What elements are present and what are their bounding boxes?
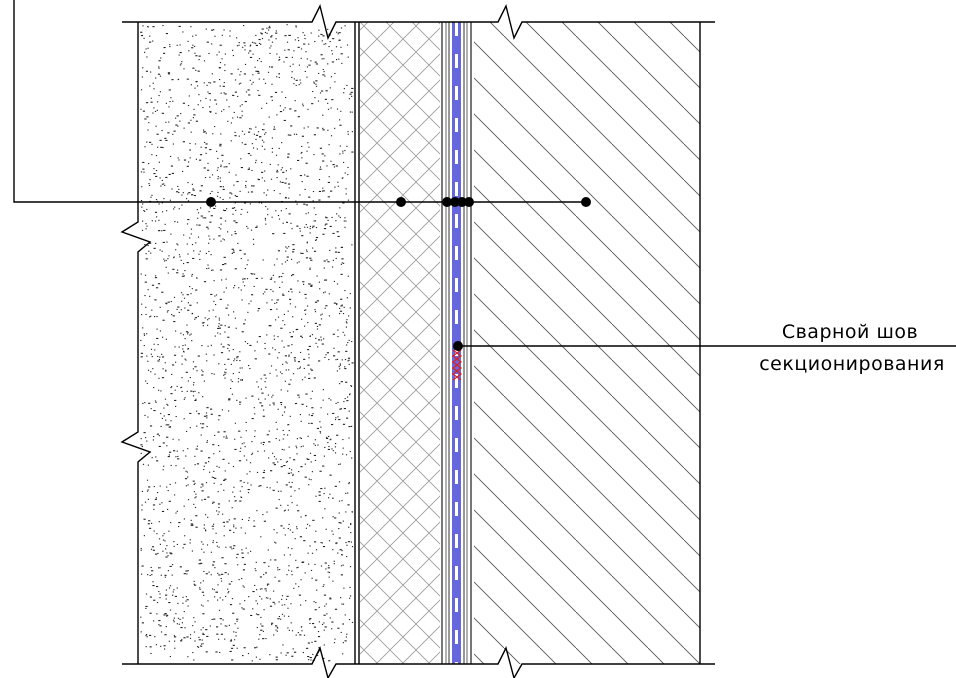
layer-leader — [13, 0, 591, 207]
leader-dot-membrane-1 — [442, 197, 452, 207]
bottom-break-line — [122, 646, 715, 678]
layer-boundaries — [354, 22, 701, 664]
leader-dot-structure — [581, 197, 591, 207]
weld-seam-marker — [451, 349, 463, 381]
concrete-layer — [138, 22, 354, 664]
callout-line1: Сварной шов — [782, 321, 918, 343]
structure-layer — [474, 22, 700, 664]
leader-dot-membrane-4 — [464, 197, 474, 207]
left-break-line — [120, 22, 152, 664]
leader-dot-concrete — [206, 197, 216, 207]
callout-line2: секционирования — [759, 353, 945, 375]
weld-seam-callout: Сварной шов секционирования — [453, 321, 956, 375]
leader-dot-membrane-3 — [457, 197, 467, 207]
leader-dot-insulation — [396, 197, 406, 207]
weld-seam-dot — [453, 341, 463, 351]
top-break-line — [122, 3, 715, 41]
insulation-layer — [360, 22, 440, 664]
leader-dot-membrane-2 — [450, 197, 460, 207]
